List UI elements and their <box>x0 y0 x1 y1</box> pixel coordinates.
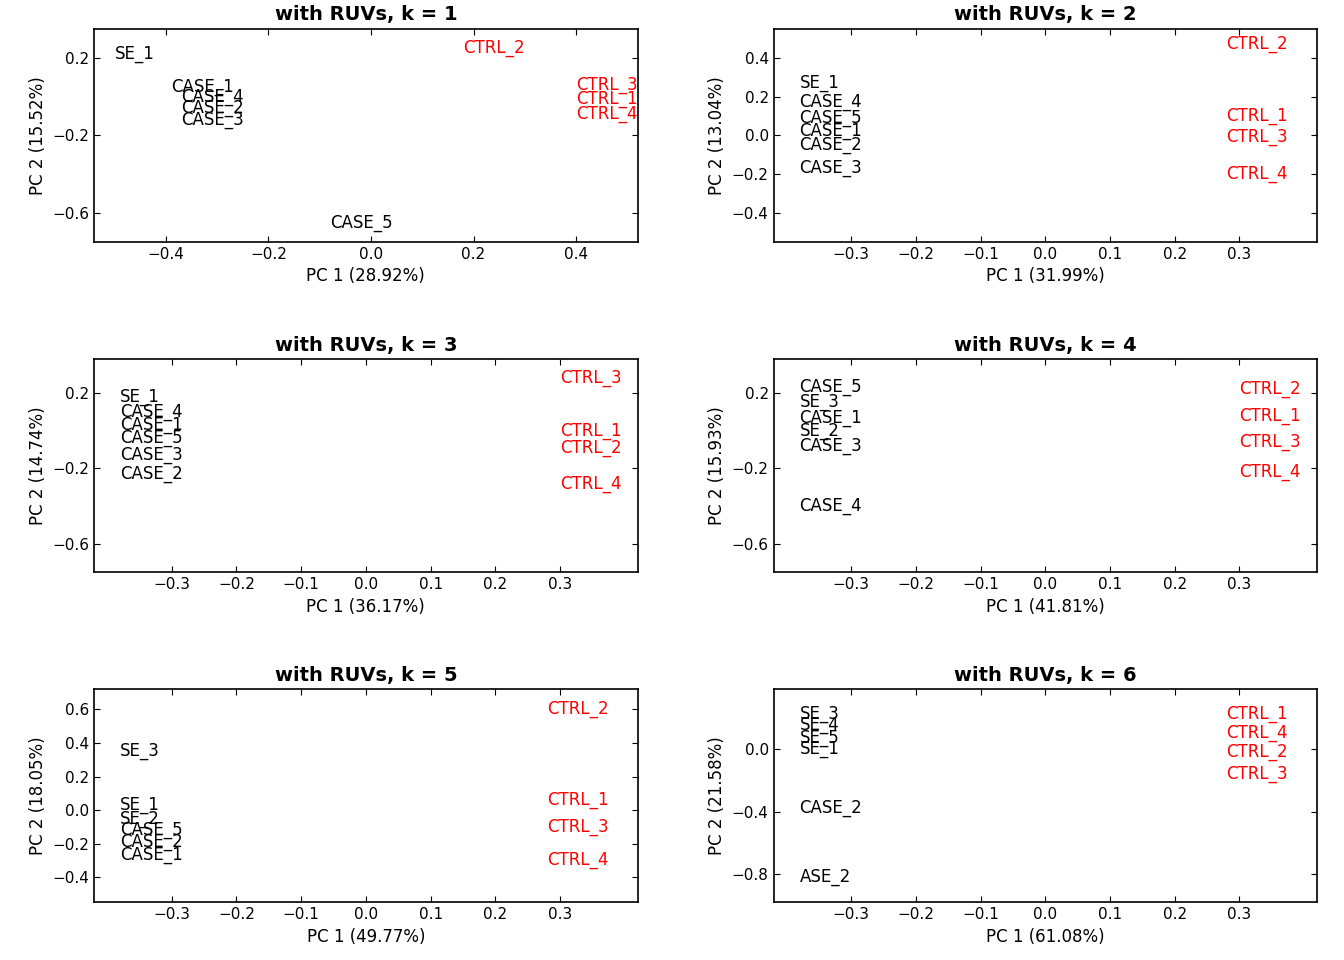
Text: CASE_3: CASE_3 <box>181 110 245 129</box>
Text: CASE_3: CASE_3 <box>800 159 863 178</box>
Text: CTRL_4: CTRL_4 <box>577 105 637 123</box>
Text: CTRL_2: CTRL_2 <box>1239 380 1301 398</box>
Title: with RUVs, k = 3: with RUVs, k = 3 <box>274 336 457 355</box>
Text: CASE_2: CASE_2 <box>800 136 863 154</box>
X-axis label: PC 1 (49.77%): PC 1 (49.77%) <box>306 927 425 946</box>
Text: CTRL_1: CTRL_1 <box>547 791 609 809</box>
Text: CTRL_1: CTRL_1 <box>1227 706 1288 724</box>
Text: SE_1: SE_1 <box>800 740 839 757</box>
Text: CTRL_3: CTRL_3 <box>1227 765 1288 783</box>
Text: SE_2: SE_2 <box>800 421 839 440</box>
Title: with RUVs, k = 1: with RUVs, k = 1 <box>274 6 457 24</box>
X-axis label: PC 1 (28.92%): PC 1 (28.92%) <box>306 267 425 285</box>
Text: CTRL_4: CTRL_4 <box>560 474 621 492</box>
Text: CTRL_1: CTRL_1 <box>1239 407 1301 424</box>
Text: CTRL_2: CTRL_2 <box>547 701 609 718</box>
Text: CASE_3: CASE_3 <box>120 446 183 465</box>
Text: CASE_1: CASE_1 <box>800 123 863 140</box>
Text: CTRL_2: CTRL_2 <box>1227 36 1288 54</box>
Text: CASE_5: CASE_5 <box>331 213 392 231</box>
X-axis label: PC 1 (31.99%): PC 1 (31.99%) <box>986 267 1105 285</box>
X-axis label: PC 1 (36.17%): PC 1 (36.17%) <box>306 597 425 615</box>
Y-axis label: PC 2 (13.04%): PC 2 (13.04%) <box>708 76 726 195</box>
Text: CASE_5: CASE_5 <box>800 378 862 396</box>
Text: CTRL_3: CTRL_3 <box>547 818 609 836</box>
Text: CTRL_4: CTRL_4 <box>1227 724 1288 742</box>
Text: CASE_2: CASE_2 <box>800 800 863 817</box>
Y-axis label: PC 2 (15.93%): PC 2 (15.93%) <box>708 406 726 525</box>
Text: CTRL_4: CTRL_4 <box>1227 165 1288 183</box>
Text: CTRL_3: CTRL_3 <box>560 369 622 387</box>
Text: SE_1: SE_1 <box>120 796 160 814</box>
Text: SE_1: SE_1 <box>114 45 155 63</box>
Text: CTRL_1: CTRL_1 <box>560 421 622 440</box>
Text: SE_3: SE_3 <box>800 394 839 412</box>
Text: CTRL_4: CTRL_4 <box>1239 463 1301 481</box>
Y-axis label: PC 2 (21.58%): PC 2 (21.58%) <box>708 736 726 855</box>
Text: CTRL_3: CTRL_3 <box>1227 129 1288 146</box>
Text: CTRL_2: CTRL_2 <box>1227 743 1288 761</box>
Title: with RUVs, k = 4: with RUVs, k = 4 <box>954 336 1137 355</box>
Text: CASE_5: CASE_5 <box>120 821 183 839</box>
Text: CASE_5: CASE_5 <box>800 108 862 127</box>
Text: CTRL_3: CTRL_3 <box>1239 433 1301 451</box>
X-axis label: PC 1 (61.08%): PC 1 (61.08%) <box>986 927 1105 946</box>
Text: CASE_1: CASE_1 <box>800 409 863 426</box>
Text: CTRL_2: CTRL_2 <box>464 39 526 58</box>
Title: with RUVs, k = 5: with RUVs, k = 5 <box>274 666 457 685</box>
Text: SE_1: SE_1 <box>120 388 160 406</box>
Text: CASE_2: CASE_2 <box>120 833 183 851</box>
Text: CASE_4: CASE_4 <box>800 93 862 111</box>
Text: SE_5: SE_5 <box>800 729 839 747</box>
Text: CTRL_1: CTRL_1 <box>577 89 638 108</box>
Title: with RUVs, k = 6: with RUVs, k = 6 <box>954 666 1137 685</box>
Text: CASE_4: CASE_4 <box>181 87 243 106</box>
Text: CTRL_4: CTRL_4 <box>547 852 609 870</box>
Y-axis label: PC 2 (14.74%): PC 2 (14.74%) <box>28 406 47 525</box>
Text: CASE_4: CASE_4 <box>120 403 183 420</box>
Y-axis label: PC 2 (15.52%): PC 2 (15.52%) <box>28 76 47 195</box>
Text: CASE_3: CASE_3 <box>800 437 863 455</box>
X-axis label: PC 1 (41.81%): PC 1 (41.81%) <box>986 597 1105 615</box>
Text: CASE_4: CASE_4 <box>800 497 862 516</box>
Text: SE_1: SE_1 <box>800 74 839 92</box>
Text: CASE_2: CASE_2 <box>181 99 245 117</box>
Text: ASE_2: ASE_2 <box>800 869 851 886</box>
Text: CTRL_1: CTRL_1 <box>1227 107 1288 125</box>
Text: CTRL_2: CTRL_2 <box>560 439 622 457</box>
Y-axis label: PC 2 (18.05%): PC 2 (18.05%) <box>28 736 47 855</box>
Text: CTRL_3: CTRL_3 <box>577 76 638 94</box>
Text: CASE_2: CASE_2 <box>120 465 183 483</box>
Text: SE_2: SE_2 <box>120 809 160 828</box>
Text: CASE_5: CASE_5 <box>120 429 183 447</box>
Text: CASE_1: CASE_1 <box>120 847 183 864</box>
Text: SE_3: SE_3 <box>800 706 839 724</box>
Text: SE_4: SE_4 <box>800 716 839 734</box>
Text: CASE_1: CASE_1 <box>120 416 183 434</box>
Text: SE_3: SE_3 <box>120 742 160 760</box>
Title: with RUVs, k = 2: with RUVs, k = 2 <box>954 6 1137 24</box>
Text: CASE_1: CASE_1 <box>171 78 234 96</box>
